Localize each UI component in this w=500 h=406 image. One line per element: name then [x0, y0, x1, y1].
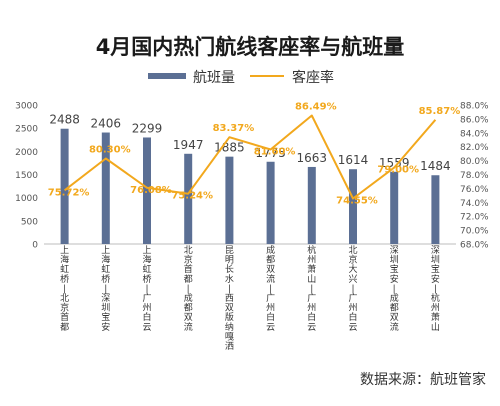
right-tick-label: 80.0%	[460, 157, 489, 167]
right-tick-label: 72.0%	[460, 213, 489, 223]
flight-count-label: 1885	[214, 141, 245, 155]
left-axis-ticks: 0 500 1000 1500 2000 2500 3000	[15, 102, 38, 251]
load-factor-label: 74.55%	[336, 195, 378, 206]
right-tick-label: 88.0%	[460, 102, 489, 112]
load-factor-label: 86.49%	[295, 101, 337, 112]
flight-count-label: 1663	[297, 151, 328, 165]
flight-count-bar	[225, 156, 234, 244]
flight-count-bar	[307, 166, 316, 244]
right-tick-label: 70.0%	[460, 227, 489, 237]
right-tick-label: 78.0%	[460, 171, 489, 181]
right-tick-label: 86.0%	[460, 115, 489, 125]
bar-series	[60, 128, 440, 244]
flight-count-label: 2406	[91, 117, 122, 131]
flight-count-label: 1614	[338, 153, 369, 167]
category-label: 上海虹桥|深圳宝安	[101, 245, 110, 333]
flight-count-label: 1484	[420, 159, 451, 173]
load-factor-label: 83.37%	[213, 123, 255, 134]
load-factor-labels: 75.72% 80.30% 76.08%75.24% 83.37% 81.60% 86.4…	[48, 101, 460, 206]
left-tick-label: 3000	[15, 102, 38, 112]
x-axis-labels: 上海虹桥|北京首都 上海虹桥|深圳宝安 上海虹桥|广州白云 北京首都|成都双流 昆明长水…	[60, 244, 440, 352]
right-tick-label: 82.0%	[460, 143, 489, 153]
flight-count-bar	[390, 171, 399, 244]
flight-count-bar	[184, 153, 193, 244]
legend-swatch-bar	[148, 73, 186, 79]
legend: 航班量 客座率	[148, 69, 334, 86]
right-tick-label: 76.0%	[460, 185, 489, 195]
flight-count-bar	[349, 169, 357, 244]
category-label: 昆明长水|西双版纳嘎洒	[225, 245, 234, 352]
category-label: 深圳宝安|杭州萧山	[431, 245, 440, 333]
category-label: 杭州萧山|广州白云	[307, 244, 316, 333]
load-factor-label: 75.72%	[48, 187, 90, 198]
source-note: 数据来源：航班管家	[360, 371, 486, 388]
legend-label-flights: 航班量	[193, 70, 235, 86]
flight-count-bar	[266, 161, 275, 244]
flight-count-bar	[101, 132, 110, 244]
load-factor-label: 79.00%	[377, 165, 419, 176]
category-label: 深圳宝安|成都双流	[390, 245, 399, 333]
flight-count-bar	[60, 128, 69, 244]
flight-count-label: 1947	[173, 138, 204, 152]
right-tick-label: 84.0%	[460, 129, 489, 139]
category-label: 上海虹桥|广州白云	[142, 245, 151, 333]
load-factor-label: 75.24%	[171, 191, 213, 202]
load-factor-line	[63, 114, 437, 200]
left-tick-label: 1500	[15, 171, 38, 181]
right-tick-label: 68.0%	[460, 241, 489, 251]
left-tick-label: 500	[21, 217, 38, 227]
flight-count-bar	[143, 137, 151, 244]
legend-label-load-factor: 客座率	[292, 69, 334, 86]
category-label: 北京首都|成都双流	[184, 245, 193, 333]
flight-count-label: 1775	[255, 146, 286, 160]
load-factor-label: 81.60%	[254, 146, 296, 157]
left-tick-label: 0	[32, 241, 38, 251]
load-factor-label: 76.08%	[130, 185, 172, 196]
left-tick-label: 2500	[15, 125, 38, 135]
flight-count-label: 2299	[132, 121, 163, 135]
left-tick-label: 1000	[15, 194, 38, 204]
flight-count-bar	[431, 175, 440, 244]
chart-title: 4月国内热门航线客座率与航班量	[96, 35, 405, 59]
right-tick-label: 74.0%	[460, 199, 489, 209]
flight-count-label: 2488	[49, 113, 80, 127]
load-factor-label: 80.30%	[89, 145, 131, 156]
right-axis-ticks: 68.0% 70.0% 72.0% 74.0% 76.0% 78.0% 80.0% 82.0%…	[460, 102, 489, 251]
left-tick-label: 2000	[15, 148, 38, 158]
category-label: 上海虹桥|北京首都	[60, 245, 69, 333]
category-label: 成都双流|广州白云	[266, 244, 275, 333]
category-label: 北京大兴|广州白云	[348, 245, 357, 333]
load-factor-label: 85.87%	[419, 106, 461, 117]
